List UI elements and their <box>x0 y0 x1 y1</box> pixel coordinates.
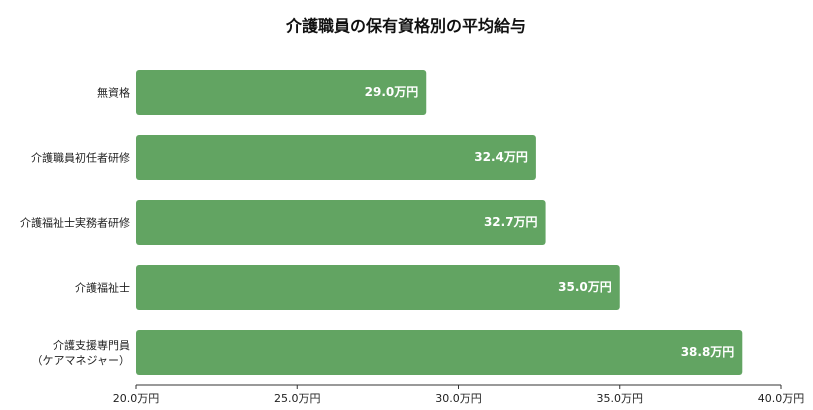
bar <box>136 70 427 115</box>
y-tick-label: 介護職員初任者研修 <box>31 151 130 164</box>
chart-title: 介護職員の保有資格別の平均給与 <box>285 17 526 36</box>
x-tick-label: 20.0万円 <box>113 392 160 405</box>
value-label: 32.7万円 <box>484 215 538 229</box>
y-tick-label: 介護福祉士実務者研修 <box>20 216 130 229</box>
x-tick-label: 35.0万円 <box>597 392 644 405</box>
x-tick-label: 25.0万円 <box>274 392 321 405</box>
bar <box>136 265 620 310</box>
bar <box>136 330 743 375</box>
value-label: 35.0万円 <box>558 280 612 294</box>
x-tick-label: 30.0万円 <box>435 392 482 405</box>
x-tick-label: 40.0万円 <box>758 392 805 405</box>
bar <box>136 200 546 245</box>
bar <box>136 135 536 180</box>
value-label: 32.4万円 <box>474 150 528 164</box>
y-tick-label: 無資格 <box>97 86 130 99</box>
y-tick-label: 介護支援専門員 （ケアマネジャー） <box>31 338 130 367</box>
value-label: 38.8万円 <box>681 345 735 359</box>
y-tick-label: 介護福祉士 <box>75 281 130 294</box>
value-label: 29.0万円 <box>365 85 419 99</box>
